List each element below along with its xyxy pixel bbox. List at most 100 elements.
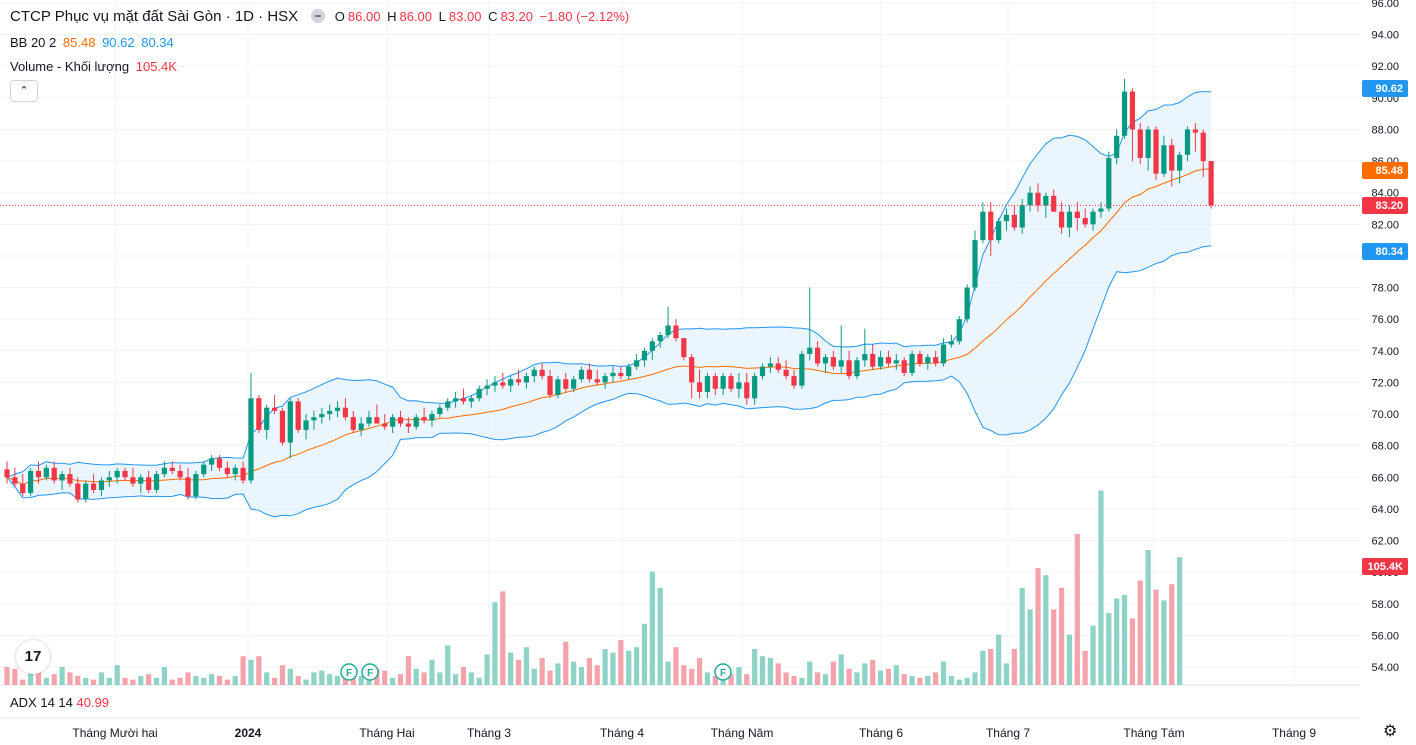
candle-body bbox=[767, 363, 773, 367]
volume-bar bbox=[578, 667, 585, 685]
candle-body bbox=[657, 335, 663, 342]
volume-bar bbox=[319, 670, 325, 685]
candle-body bbox=[98, 480, 105, 490]
volume-bar bbox=[114, 665, 120, 685]
gear-icon[interactable]: ⚙ bbox=[1383, 723, 1398, 740]
candle-body bbox=[1208, 161, 1214, 206]
candle-body bbox=[940, 344, 947, 364]
volume-bar bbox=[1145, 550, 1151, 685]
volume-bar bbox=[256, 656, 262, 685]
candle-body bbox=[1129, 91, 1136, 130]
bb-legend[interactable]: BB 20 2 85.48 90.62 80.34 bbox=[10, 35, 177, 50]
volume-bar bbox=[917, 677, 923, 685]
volume-bar bbox=[1106, 613, 1112, 685]
volume-bar bbox=[177, 677, 183, 685]
price-tick-label: 82.00 bbox=[1371, 219, 1399, 231]
candle-body bbox=[114, 470, 120, 478]
candle-body bbox=[531, 369, 537, 377]
price-badge-label: 83.20 bbox=[1375, 200, 1403, 212]
marker-label: F bbox=[346, 668, 352, 679]
candle-body bbox=[846, 360, 852, 377]
price-badge-bg bbox=[1362, 197, 1408, 214]
marker-label: F bbox=[367, 668, 373, 679]
candle-body bbox=[366, 417, 372, 424]
price-tick-label: 54.00 bbox=[1371, 662, 1399, 674]
volume-bar bbox=[996, 634, 1002, 685]
bb-upper-line bbox=[6, 90, 1212, 478]
volume-bar bbox=[1003, 663, 1010, 685]
candle-body bbox=[933, 357, 939, 364]
candle-body bbox=[413, 417, 419, 427]
volume-bar bbox=[83, 677, 89, 685]
volume-bar bbox=[641, 623, 648, 685]
volume-bar bbox=[586, 658, 592, 685]
candle-body bbox=[1074, 211, 1080, 219]
candle-body bbox=[12, 477, 18, 484]
candle-body bbox=[358, 423, 364, 430]
candle-body bbox=[696, 382, 703, 392]
candle-body bbox=[602, 376, 608, 383]
volume-bar bbox=[138, 676, 144, 685]
volume-bar bbox=[1043, 575, 1049, 685]
volume-bar bbox=[153, 677, 160, 685]
price-tick-label: 96.00 bbox=[1371, 0, 1399, 10]
volume-bar bbox=[429, 659, 435, 685]
symbol-legend: CTCP Phục vụ mặt đất Sài Gòn · 1D · HSX … bbox=[10, 8, 635, 25]
price-badge: 83.20 bbox=[1362, 197, 1408, 214]
candle-body bbox=[1082, 218, 1088, 225]
volume-bar bbox=[240, 656, 246, 685]
volume-bar bbox=[122, 677, 128, 685]
time-tick-label: Tháng 6 bbox=[859, 726, 903, 740]
volume-bar bbox=[460, 667, 467, 685]
price-tick-label: 92.00 bbox=[1371, 61, 1399, 73]
symbol-title[interactable]: CTCP Phục vụ mặt đất Sài Gòn · 1D · HSX bbox=[10, 8, 299, 25]
candle-body bbox=[728, 376, 734, 389]
candle-body bbox=[374, 417, 380, 424]
price-badge-bg bbox=[1362, 162, 1408, 179]
volume-bar bbox=[287, 668, 293, 685]
collapse-legend-button[interactable]: ⌃ bbox=[10, 80, 38, 102]
price-badge: 85.48 bbox=[1362, 162, 1408, 179]
candle-body bbox=[271, 407, 278, 411]
candle-body bbox=[1106, 157, 1112, 209]
volume-bar bbox=[476, 677, 482, 685]
candle-body bbox=[1027, 192, 1033, 206]
volume-bar bbox=[744, 674, 750, 685]
volume-bar bbox=[311, 672, 317, 685]
time-tick-label: Tháng Hai bbox=[359, 726, 414, 740]
candle-body bbox=[736, 382, 742, 389]
tradingview-logo[interactable]: 17 bbox=[16, 640, 50, 674]
candle-body bbox=[492, 382, 498, 386]
bb-label: BB 20 2 bbox=[10, 35, 57, 50]
adx-legend[interactable]: ADX 14 14 40.99 bbox=[10, 695, 109, 710]
price-tick-label: 64.00 bbox=[1371, 504, 1399, 516]
volume-bar bbox=[870, 659, 876, 685]
volume-bar bbox=[303, 679, 309, 685]
volume-bar bbox=[956, 679, 962, 685]
candle-body bbox=[988, 211, 994, 241]
candle-body bbox=[972, 240, 978, 288]
candle-body bbox=[169, 467, 175, 471]
volume-bar bbox=[28, 671, 34, 685]
candle-body bbox=[1200, 132, 1206, 162]
volume-bar bbox=[484, 654, 490, 685]
candle-body bbox=[437, 407, 443, 415]
time-tick-label: Tháng 7 bbox=[986, 726, 1030, 740]
candle-body bbox=[578, 369, 585, 380]
volume-bar bbox=[696, 658, 703, 685]
candle-body bbox=[201, 464, 207, 475]
marker-label: F bbox=[720, 668, 726, 679]
open-label: O bbox=[334, 9, 345, 24]
volume-bar bbox=[67, 672, 73, 685]
bb-fill-area bbox=[7, 91, 1212, 517]
candle-body bbox=[909, 353, 915, 373]
volume-bar bbox=[342, 677, 349, 685]
volume-bar bbox=[224, 679, 230, 685]
bollinger-band-lines bbox=[6, 90, 1212, 518]
hide-dot-icon[interactable] bbox=[311, 9, 326, 23]
volume-legend[interactable]: Volume - Khối lượng 105.4K bbox=[10, 59, 180, 74]
price-tick-label: 78.00 bbox=[1371, 283, 1399, 295]
candle-body bbox=[610, 372, 616, 377]
